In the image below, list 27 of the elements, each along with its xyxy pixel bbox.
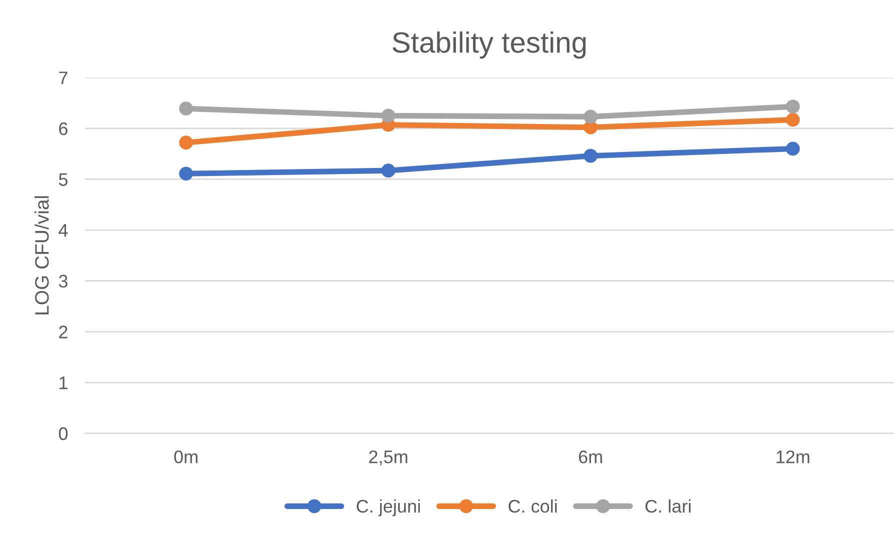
y-tick-label: 0	[58, 427, 68, 440]
point	[179, 102, 194, 116]
x-tick-label: 0m	[174, 450, 198, 464]
point	[584, 148, 598, 163]
point	[786, 142, 800, 156]
y-tick-label: 6	[59, 122, 68, 136]
x-tick-label: 12m	[776, 450, 810, 464]
legend-label: C. jejuni	[356, 499, 420, 516]
y-tick-label: 3	[58, 274, 68, 288]
point	[584, 110, 598, 124]
point	[786, 112, 800, 127]
chart-title: Stability testing	[392, 31, 586, 59]
x-tick-label: 6m	[578, 450, 602, 464]
y-tick-label: 1	[60, 376, 68, 390]
point	[381, 108, 396, 123]
y-tick-label: 2	[59, 326, 68, 338]
x-tick-label: 2,5m	[369, 450, 408, 466]
y-tick-label: 4	[58, 224, 68, 237]
point	[381, 164, 396, 178]
legend-label: C. lari	[645, 499, 690, 513]
point	[179, 166, 194, 181]
legend-label: C. coli	[508, 499, 557, 513]
point	[786, 100, 800, 114]
point	[179, 136, 194, 150]
y-tick-label: 5	[58, 173, 68, 186]
y-tick-label: 7	[59, 72, 68, 84]
y-axis-title: LOG CFU/vial	[34, 196, 49, 314]
